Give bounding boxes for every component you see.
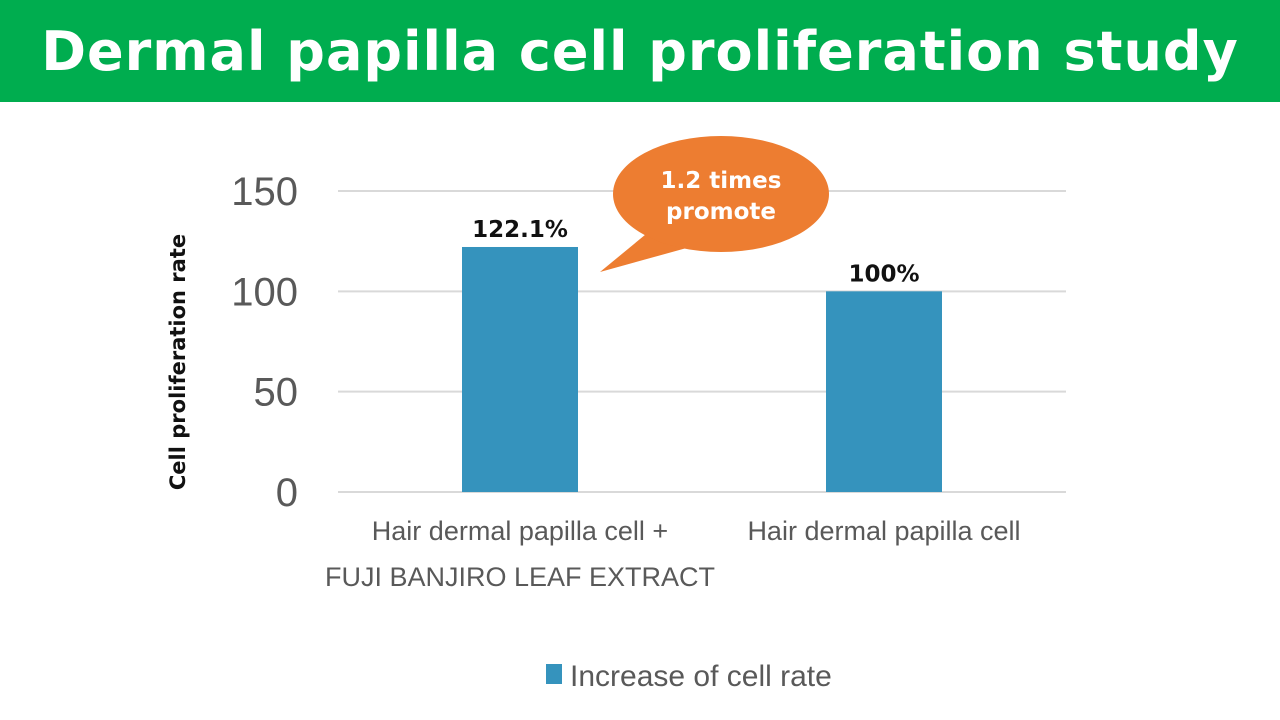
data-labels: 122.1% 100% (472, 217, 919, 287)
data-label: 122.1% (472, 217, 568, 243)
x-tick-label: Hair dermal papilla cell + FUJI BANJIRO L… (325, 516, 715, 592)
legend-swatch (546, 664, 562, 684)
callout-text: promote (666, 199, 776, 225)
data-label: 100% (848, 261, 919, 287)
bar (462, 246, 578, 492)
y-tick-label: 50 (254, 371, 299, 415)
legend-label: Increase of cell rate (570, 660, 832, 693)
callout-bubble (613, 136, 829, 252)
y-tick-labels: 0 50 100 150 (231, 170, 298, 515)
y-tick-label: 150 (231, 170, 298, 214)
category-labels: Hair dermal papilla cell + FUJI BANJIRO L… (325, 516, 1021, 592)
y-tick-label: 100 (231, 270, 298, 314)
callout-text: 1.2 times (661, 168, 782, 194)
y-tick-label: 0 (276, 471, 298, 515)
callout: 1.2 times promote (600, 136, 829, 272)
title-bar: Dermal papilla cell proliferation study (0, 0, 1280, 102)
page-title: Dermal papilla cell proliferation study (41, 19, 1239, 83)
bar (826, 291, 942, 492)
x-tick-label: Hair dermal papilla cell (747, 516, 1020, 546)
legend: Increase of cell rate (546, 660, 832, 693)
bars (462, 246, 942, 492)
